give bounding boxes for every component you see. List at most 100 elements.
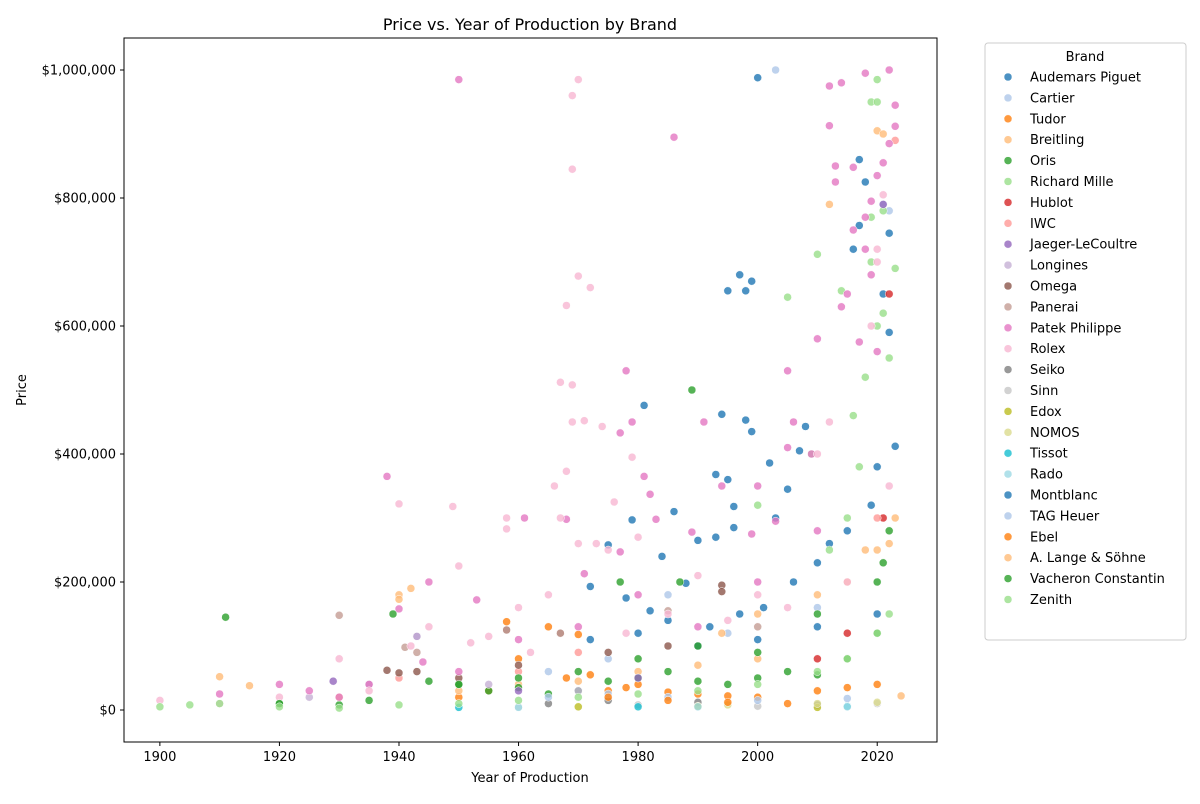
data-point bbox=[394, 700, 404, 710]
data-point bbox=[813, 667, 822, 676]
data-point bbox=[603, 692, 613, 702]
legend-label: Cartier bbox=[1030, 91, 1075, 106]
data-point bbox=[334, 611, 344, 620]
legend-marker bbox=[1003, 135, 1013, 144]
data-point bbox=[502, 513, 511, 523]
data-point bbox=[783, 443, 792, 452]
data-point bbox=[586, 670, 595, 680]
data-point bbox=[872, 257, 882, 267]
legend-label: Longines bbox=[1030, 259, 1088, 274]
data-point bbox=[615, 547, 625, 557]
legend-marker bbox=[1003, 365, 1013, 374]
legend-label: TAG Heuer bbox=[1029, 509, 1100, 524]
data-point bbox=[568, 164, 577, 174]
data-point bbox=[394, 604, 404, 614]
data-point bbox=[574, 271, 583, 281]
data-point bbox=[574, 667, 583, 676]
data-point bbox=[603, 676, 613, 686]
legend-label: Ebel bbox=[1030, 530, 1058, 545]
legend-marker bbox=[1003, 239, 1013, 249]
legend-marker bbox=[1003, 281, 1013, 291]
y-axis-ticks: $0 $200,000 $400,000 $600,000 $800,000 $1,000… bbox=[42, 64, 124, 719]
data-point bbox=[502, 524, 511, 534]
legend-label: Zenith bbox=[1030, 593, 1072, 608]
legend-marker bbox=[1003, 219, 1013, 228]
data-point bbox=[884, 139, 894, 148]
data-point bbox=[215, 672, 224, 681]
legend-label: Jaeger-LeCoultre bbox=[1029, 238, 1137, 253]
data-point bbox=[723, 286, 733, 296]
data-point bbox=[633, 702, 643, 712]
data-point bbox=[884, 328, 894, 337]
legend-marker bbox=[1003, 428, 1013, 437]
data-point bbox=[723, 616, 733, 625]
legend-label: Edox bbox=[1030, 405, 1062, 420]
legend-frame bbox=[984, 42, 1187, 641]
data-point bbox=[586, 582, 595, 591]
data-point bbox=[837, 302, 846, 312]
data-point bbox=[394, 499, 404, 509]
data-point bbox=[693, 676, 703, 686]
data-point bbox=[574, 630, 583, 639]
data-point bbox=[861, 372, 870, 382]
data-point bbox=[394, 668, 404, 678]
legend-label: NOMOS bbox=[1030, 426, 1080, 441]
data-point bbox=[783, 603, 792, 612]
data-point bbox=[544, 667, 553, 676]
data-point bbox=[783, 292, 792, 302]
data-point bbox=[514, 635, 523, 644]
legend-marker bbox=[1003, 511, 1013, 521]
data-point bbox=[843, 577, 852, 587]
data-point bbox=[627, 417, 637, 427]
legend-marker bbox=[1003, 156, 1013, 165]
data-point bbox=[364, 696, 374, 705]
y-axis-title: Price bbox=[15, 374, 30, 406]
data-point bbox=[514, 660, 523, 670]
data-point bbox=[466, 638, 475, 648]
data-point bbox=[813, 449, 822, 459]
data-point bbox=[855, 155, 864, 164]
legend-label: Patek Philippe bbox=[1030, 321, 1121, 336]
data-point bbox=[520, 513, 529, 523]
data-point bbox=[562, 673, 571, 683]
data-point bbox=[275, 680, 284, 689]
data-point bbox=[813, 622, 822, 632]
legend-label: Omega bbox=[1030, 280, 1077, 295]
data-point bbox=[693, 622, 703, 632]
data-point bbox=[621, 366, 631, 376]
data-point bbox=[861, 244, 870, 254]
points-layer bbox=[155, 65, 906, 713]
data-point bbox=[747, 427, 756, 436]
data-point bbox=[884, 609, 894, 619]
data-point bbox=[711, 470, 721, 479]
data-point bbox=[633, 654, 643, 664]
legend-marker bbox=[1003, 386, 1013, 395]
data-point bbox=[861, 545, 870, 555]
data-point bbox=[771, 65, 780, 75]
data-point bbox=[633, 689, 643, 699]
data-point bbox=[717, 410, 727, 419]
data-point bbox=[795, 446, 804, 456]
legend-entries: Audemars Piguet Cartier Tudor Breitling Oris… bbox=[1003, 71, 1165, 608]
data-point bbox=[884, 65, 894, 75]
data-point bbox=[633, 532, 643, 542]
data-point bbox=[705, 622, 715, 632]
data-point bbox=[550, 481, 559, 491]
data-point bbox=[831, 177, 840, 187]
legend: Brand Audemars Piguet Cartier Tudor Breitli… bbox=[984, 42, 1187, 641]
legend-marker bbox=[1003, 323, 1013, 333]
data-point bbox=[813, 699, 822, 708]
data-point bbox=[562, 301, 571, 310]
data-point bbox=[669, 132, 679, 142]
data-point bbox=[687, 385, 697, 395]
data-point bbox=[645, 606, 655, 616]
data-point bbox=[699, 417, 709, 427]
data-point bbox=[884, 539, 894, 548]
data-point bbox=[406, 641, 416, 651]
data-point bbox=[855, 221, 864, 230]
y-tick-label: $600,000 bbox=[54, 320, 116, 335]
data-point bbox=[878, 558, 888, 568]
legend-label: Breitling bbox=[1030, 133, 1084, 148]
data-point bbox=[615, 428, 625, 438]
